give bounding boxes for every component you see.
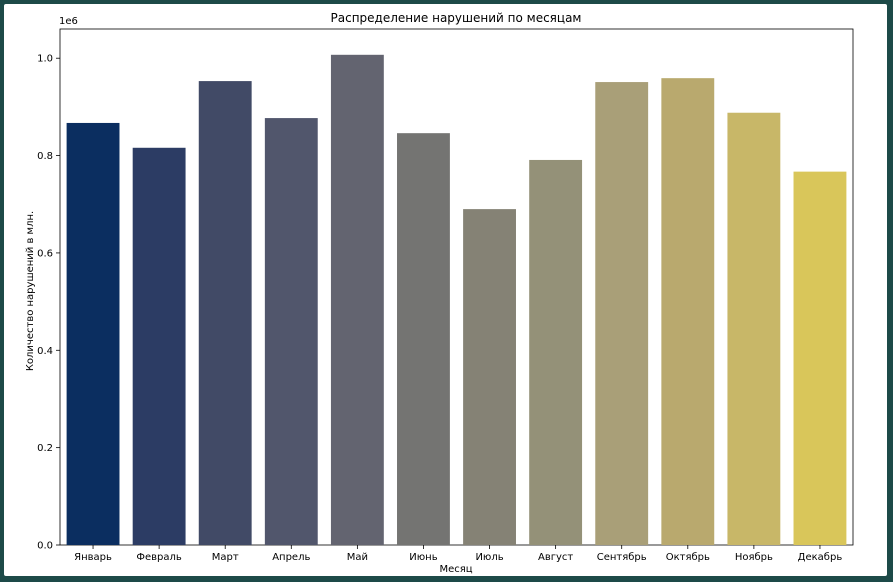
bar-11 [727,112,781,545]
x-tick-label: Февраль [136,552,182,563]
y-tick-label: 0.2 [37,443,53,454]
bar-1 [66,122,120,545]
figure-frame: Распределение нарушений по месяцам 1e6 0… [4,4,887,576]
x-tick-label: Октябрь [666,552,710,563]
bar-10 [661,78,715,546]
y-tick-label: 1.0 [37,54,53,65]
y-tick-label: 0.8 [37,151,53,162]
x-tick-label: Декабрь [798,552,843,563]
bars-group [66,54,847,546]
x-tick-label: Июнь [409,552,437,563]
y-tick-label: 0.4 [37,346,53,357]
x-tick-label: Май [347,552,368,563]
bar-chart: Распределение нарушений по месяцам 1e6 0… [25,11,854,575]
x-tick-label: Сентябрь [597,552,647,563]
y-axis-label: Количество нарушений в млн. [25,211,36,371]
bar-8 [529,159,583,545]
y-tick-label: 0.6 [37,248,53,259]
x-tick-label: Июль [475,552,503,563]
x-ticks-group: Январь Февраль Март Апрель Май Июнь Июль Август… [74,545,842,563]
bar-6 [397,133,450,546]
y-ticks-group: 0.0 0.2 0.4 0.6 0.8 1.0 [37,54,60,552]
x-tick-label: Апрель [272,552,310,563]
x-tick-label: Март [212,552,239,563]
x-tick-label: Август [538,552,573,563]
bar-7 [463,209,516,546]
chart-title: Распределение нарушений по месяцам [331,11,582,25]
bar-2 [132,147,186,545]
x-tick-label: Январь [74,552,112,563]
plot-area [59,28,854,546]
y-tick-label: 0.0 [37,541,53,552]
bar-4 [264,118,318,545]
bar-5 [330,54,384,546]
bar-12 [793,171,847,545]
bar-9 [595,82,649,545]
y-scale-label: 1e6 [59,16,78,27]
bar-3 [198,81,252,545]
x-tick-label: Ноябрь [735,552,773,563]
x-axis-label: Месяц [439,564,472,575]
